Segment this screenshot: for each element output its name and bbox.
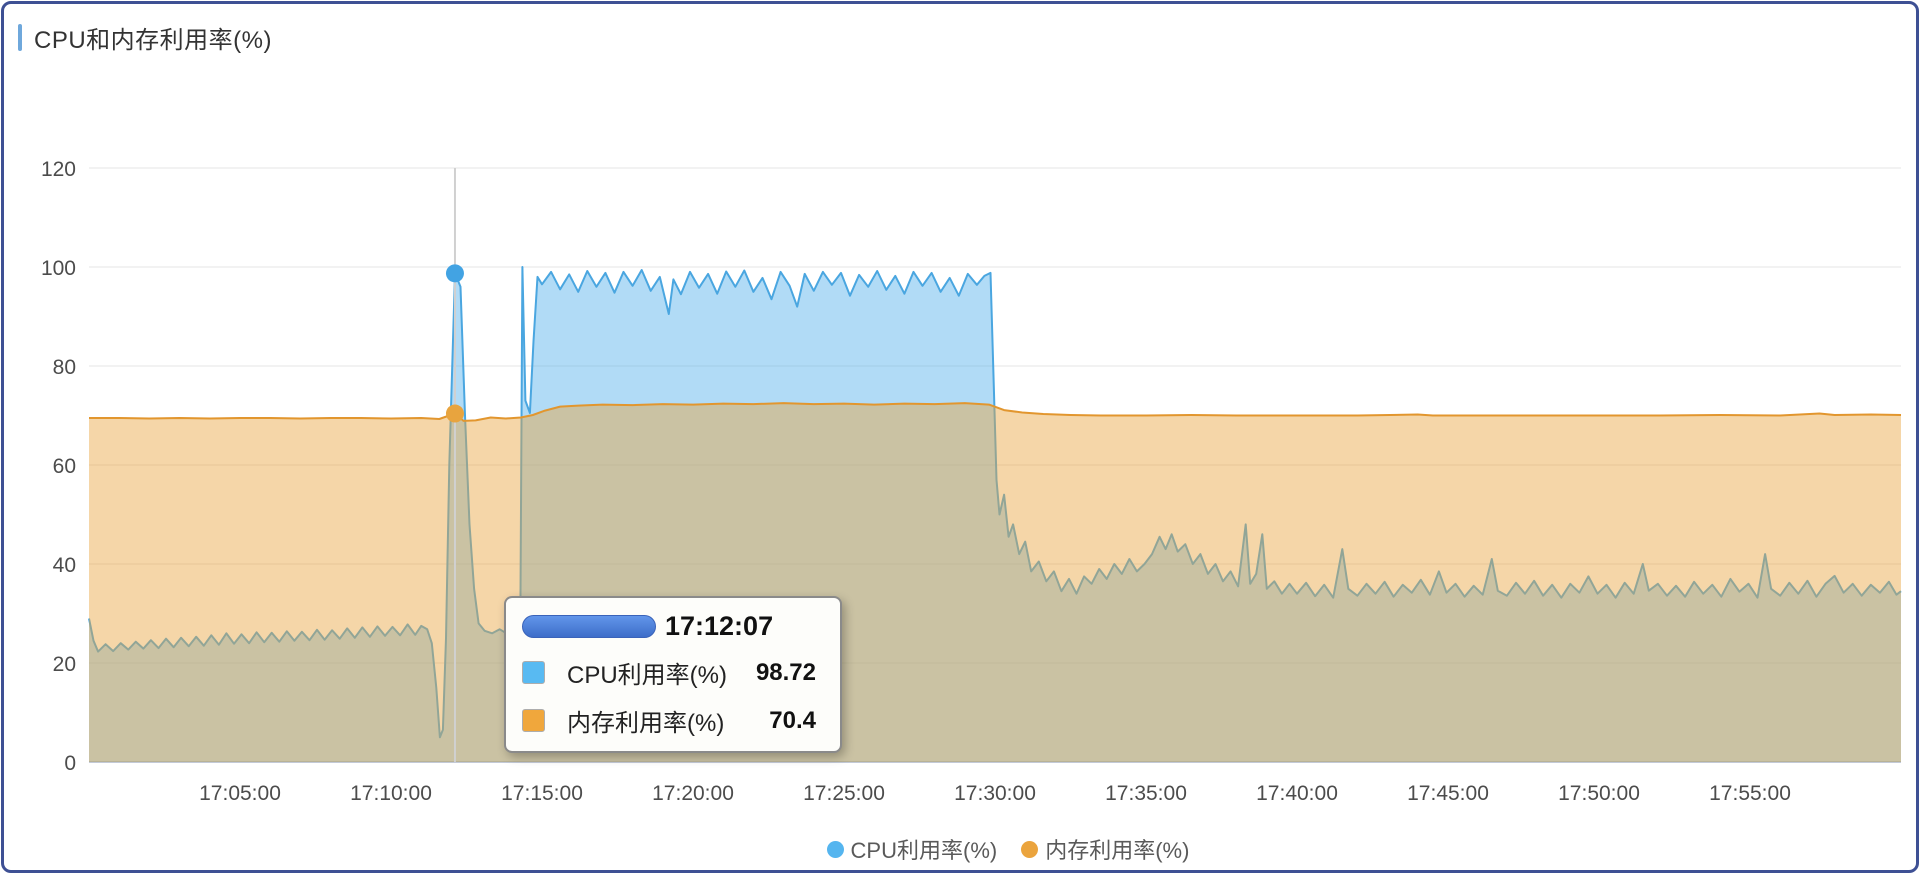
x-axis-label: 17:25:00 [803,782,885,805]
memory-swatch-icon [522,709,545,732]
x-axis-label: 17:30:00 [954,782,1036,805]
tooltip-header: 17:12:07 [522,611,816,642]
x-axis-label: 17:50:00 [1558,782,1640,805]
y-axis-label: 0 [64,752,76,775]
memory-line [89,402,1902,422]
x-axis-label: 17:45:00 [1407,782,1489,805]
title-accent-bar [18,24,22,51]
tooltip-row-memory: 内存利用率(%) 70.4 [522,703,816,738]
tooltip-time: 17:12:07 [665,611,774,641]
x-axis-label: 17:40:00 [1256,782,1338,805]
legend-cpu-label: CPU利用率(%) [850,838,998,863]
utilization-chart[interactable]: 0 20 40 60 80 100 120 17:05:00 17:10:00 17:15:00 1… [4,4,1919,873]
y-axis-label: 20 [53,653,76,676]
legend-item-memory[interactable]: 内存利用率(%) [1021,833,1189,865]
y-axis-label: 60 [53,455,76,478]
x-axis-label: 17:05:00 [199,782,281,805]
y-axis-label: 40 [53,554,76,577]
tooltip-cpu-label: CPU利用率(%) [567,662,727,689]
x-axis-label: 17:15:00 [501,782,583,805]
legend-item-cpu[interactable]: CPU利用率(%) [826,833,998,865]
chart-header: CPU和内存利用率(%) [18,20,272,55]
x-axis-label: 17:20:00 [652,782,734,805]
page-title: CPU和内存利用率(%) [34,27,272,54]
x-axis-label: 17:10:00 [350,782,432,805]
x-axis-label: 17:35:00 [1105,782,1187,805]
y-axis-label: 100 [41,257,76,280]
cpu-swatch-icon [522,661,545,684]
y-axis-label: 80 [53,356,76,379]
memory-area [89,403,1901,762]
cpu-hover-marker [445,264,464,283]
tooltip-date-pill [522,615,656,638]
tooltip-memory-value: 70.4 [769,706,816,734]
cpu-line [88,266,1902,739]
y-axis-label: 120 [41,158,76,181]
x-axis-label: 17:55:00 [1709,782,1791,805]
tooltip: 17:12:07 CPU利用率(%) 98.72 内存利用率(%) 70.4 [504,596,842,753]
memory-legend-dot-icon [1021,840,1039,858]
tooltip-cpu-value: 98.72 [755,658,816,686]
cpu-legend-dot-icon [826,840,844,858]
tooltip-row-cpu: CPU利用率(%) 98.72 [522,655,816,690]
legend-memory-label: 内存利用率(%) [1045,838,1190,863]
chart-legend: CPU利用率(%) 内存利用率(%) [52,833,1916,865]
memory-hover-marker [445,404,464,423]
tooltip-memory-label: 内存利用率(%) [567,710,725,737]
